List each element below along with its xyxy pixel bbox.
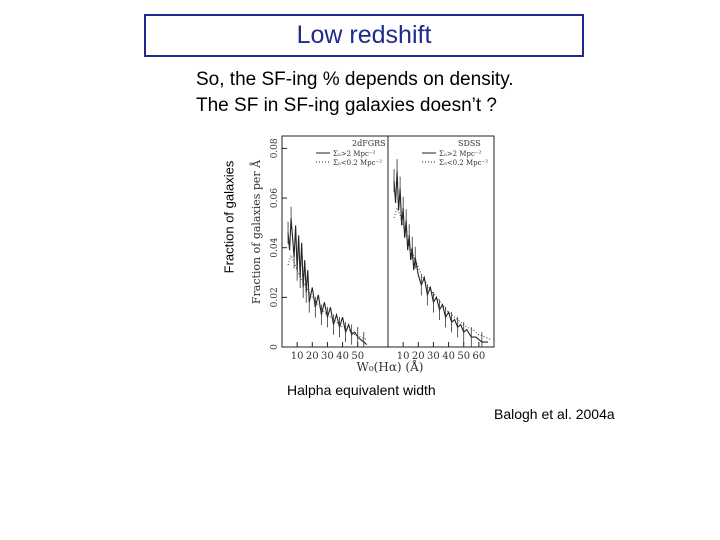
subtitle-line-2: The SF in SF-ing galaxies doesn’t ? bbox=[196, 95, 497, 116]
figure-y-axis-label: Fraction of galaxies per Å bbox=[249, 159, 263, 304]
legend-label-1-1: Σ₅>2 Mpc⁻² bbox=[333, 150, 376, 158]
x-tick-label-1-3: 30 bbox=[321, 351, 334, 362]
x-tick-label-2-3: 30 bbox=[427, 351, 440, 362]
citation: Balogh et al. 2004a bbox=[494, 406, 615, 422]
x-tick-label-1-1: 10 bbox=[291, 351, 304, 362]
y-tick-label-4: 0.06 bbox=[270, 188, 280, 208]
x-tick-label-2-6: 60 bbox=[472, 351, 485, 362]
y-tick-label-1: 0 bbox=[270, 344, 280, 350]
x-tick-label-1-4: 40 bbox=[336, 351, 349, 362]
x-tick-label-2-4: 40 bbox=[442, 351, 455, 362]
x-axis-label: Halpha equivalent width bbox=[287, 382, 436, 398]
series-line-1-1 bbox=[287, 217, 368, 345]
slide-title: Low redshift bbox=[296, 21, 432, 49]
legend-label-2-1: Σ₅>2 Mpc⁻² bbox=[439, 150, 482, 158]
panel-frame-2 bbox=[387, 135, 495, 348]
x-tick-label-2-2: 20 bbox=[412, 351, 425, 362]
panel-title-1: 2dFGRS bbox=[352, 139, 386, 148]
series-line-2-1 bbox=[393, 170, 488, 343]
x-tick-label-2-5: 50 bbox=[457, 351, 470, 362]
x-tick-label-1-2: 20 bbox=[306, 351, 319, 362]
figure-x-axis-label: W₀(Hα) (Å) bbox=[357, 359, 424, 374]
y-axis-label: Fraction of galaxies bbox=[221, 160, 237, 274]
series-line-2-2 bbox=[393, 206, 492, 340]
scanned-figure: Fraction of galaxies per Å W₀(Hα) (Å) 2d… bbox=[249, 135, 495, 374]
y-tick-label-5: 0.08 bbox=[270, 138, 280, 158]
x-tick-label-1-5: 50 bbox=[351, 351, 364, 362]
legend-label-2-2: Σ₅<0.2 Mpc⁻² bbox=[439, 159, 488, 167]
y-tick-label-3: 0.04 bbox=[270, 237, 280, 257]
title-box: Low redshift bbox=[144, 14, 584, 57]
subtitle-line-1: So, the SF-ing % depends on density. bbox=[196, 69, 514, 90]
x-tick-label-2-1: 10 bbox=[397, 351, 410, 362]
y-tick-label-2: 0.02 bbox=[270, 287, 280, 307]
series-line-1-2 bbox=[287, 253, 367, 340]
legend-label-1-2: Σ₅<0.2 Mpc⁻² bbox=[333, 159, 382, 167]
panel-title-2: SDSS bbox=[458, 139, 481, 148]
